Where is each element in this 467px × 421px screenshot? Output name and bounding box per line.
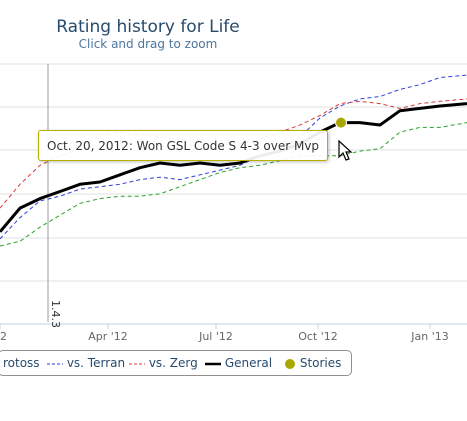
x-tick-label: Jul '12 bbox=[198, 330, 233, 343]
legend-item-general[interactable]: General bbox=[205, 356, 272, 370]
grid bbox=[0, 63, 467, 325]
legend-item-vs-zerg[interactable]: vs. Zerg bbox=[129, 356, 198, 370]
legend-swatch-terran bbox=[47, 363, 63, 364]
legend-swatch-stories bbox=[285, 358, 295, 369]
legend: rotoss vs. Terran vs. Zerg General Stori… bbox=[0, 350, 352, 376]
series-rotoss[interactable] bbox=[0, 122, 467, 247]
x-tick-label: Apr '12 bbox=[88, 330, 128, 343]
legend-item-stories[interactable]: Stories bbox=[284, 356, 341, 370]
story-tooltip: Oct. 20, 2012: Won GSL Code S 4-3 over M… bbox=[38, 130, 329, 161]
legend-item-protoss[interactable]: rotoss bbox=[3, 356, 40, 370]
x-tick-label: Jan '13 bbox=[410, 330, 448, 343]
legend-item-vs-terran[interactable]: vs. Terran bbox=[47, 356, 125, 370]
series-vs-terran[interactable] bbox=[0, 74, 467, 240]
plot-line-label: 1.4.3 bbox=[49, 300, 62, 328]
x-tick-label: Oct '12 bbox=[298, 330, 338, 343]
series-general[interactable] bbox=[0, 102, 467, 233]
legend-swatch-zerg bbox=[129, 363, 145, 364]
story-marker[interactable] bbox=[335, 116, 347, 129]
legend-swatch-general bbox=[205, 362, 221, 365]
x-axis: 2 Apr '12 Jul '12 Oct '12 Jan '13 bbox=[0, 324, 449, 343]
chart-subtitle: Click and drag to zoom bbox=[78, 37, 218, 51]
chart-title: Rating history for Life bbox=[56, 17, 240, 37]
x-tick-label: 2 bbox=[0, 330, 7, 343]
mouse-cursor-icon bbox=[338, 140, 352, 161]
